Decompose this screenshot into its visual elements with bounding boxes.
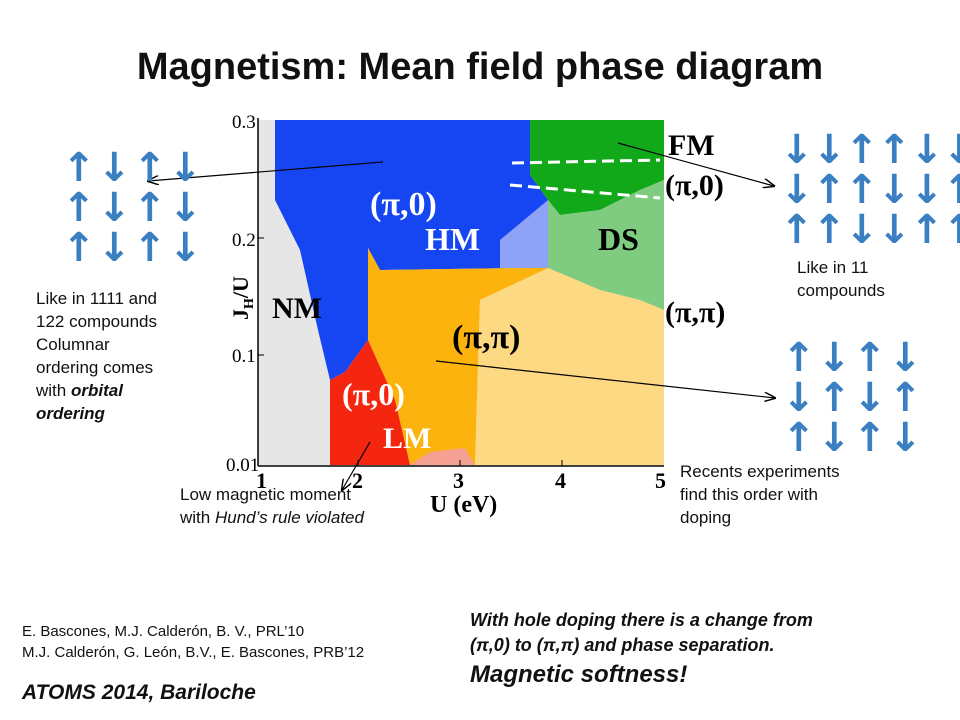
y-tick-label: 0.1 [232,346,256,367]
reference-2: M.J. Calderón, G. León, B.V., E. Bascone… [22,644,365,661]
region-label-hm-order: (π,0) [370,186,437,223]
region-label-ds-order: (π,π) [665,296,725,329]
spin-row: ↑↓↑↓ [62,185,205,231]
y-axis-label: JH/U [228,276,257,320]
x-tick-label: 4 [555,468,566,493]
arrow-to-right-bottom-spins [435,360,775,398]
spin-row: ↑↑↓↓↑↑ [780,207,960,253]
spin-array-right-top: ↓↓↑↑↓↓ ↓↑↑↓↓↑ ↑↑↓↓↑↑ [780,130,960,250]
x-tick-label: 5 [655,468,666,493]
region-label-fm: FM [668,129,715,162]
arrow-to-left-spins [148,161,384,181]
region-label-ds: DS [598,221,639,257]
spin-array-left: ↑↓↑↓ ↑↓↑↓ ↑↓↑↓ [62,148,204,268]
region-pink [410,448,475,465]
region-red [330,340,410,465]
left-annotation: Like in 1111 and 122 compounds Columnar … [36,289,157,423]
x-tick-label: 2 [352,468,363,493]
right-top-annotation: Like in 11 compounds [797,258,885,300]
hole-doping-note: With hole doping there is a change from … [470,608,950,689]
region-light-orange [475,268,664,465]
region-label-center-order: (π,π) [452,319,520,356]
dashed-boundary-2 [509,183,661,200]
region-fm [530,120,664,215]
region-hm [275,120,548,380]
spin-row: ↓↑↑↓↓↑ [780,167,960,213]
spin-row: ↑↓↑↓ [782,415,925,461]
right-bottom-annotation: Recents experiments find this order with… [680,462,840,527]
dashed-boundary-1 [511,158,661,165]
y-tick-label: 0.3 [232,112,256,133]
spin-row: ↑↓↑↓ [782,335,925,381]
arrow-to-low-moment-note [342,441,371,490]
region-orange [368,248,548,465]
x-axis-label: U (eV) [430,492,497,518]
low-moment-annotation: Low magnetic moment with Hund’s rule vio… [180,485,364,527]
region-label-hm: HM [425,221,480,257]
x-tick-label: 1 [256,468,267,493]
spin-row: ↓↓↑↑↓↓ [780,127,960,173]
magnetic-softness: Magnetic softness! [470,661,688,688]
y-tick-label: 0.2 [232,230,256,251]
slide-title: Magnetism: Mean field phase diagram [136,46,824,88]
region-label-fm-order: (π,0) [665,169,724,202]
spin-array-right-bottom: ↑↓↑↓ ↓↑↓↑ ↑↓↑↓ [782,338,924,458]
region-label-lm-order: (π,0) [342,376,405,412]
y-tick-label: 0.01 [226,455,259,476]
region-label-nm: NM [272,292,322,325]
region-ds [548,180,664,310]
footer: ATOMS 2014, Bariloche [22,681,256,704]
arrow-to-right-top-spins [617,142,774,186]
region-light-blue [500,200,548,268]
references: E. Bascones, M.J. Calderón, B. V., PRL’1… [22,621,462,663]
region-label-lm: LM [383,422,431,455]
spin-row: ↑↓↑↓ [62,145,205,191]
reference-1: E. Bascones, M.J. Calderón, B. V., PRL’1… [22,623,305,640]
x-tick-label: 3 [453,468,464,493]
spin-row: ↑↓↑↓ [62,225,205,271]
spin-row: ↓↑↓↑ [782,375,925,421]
